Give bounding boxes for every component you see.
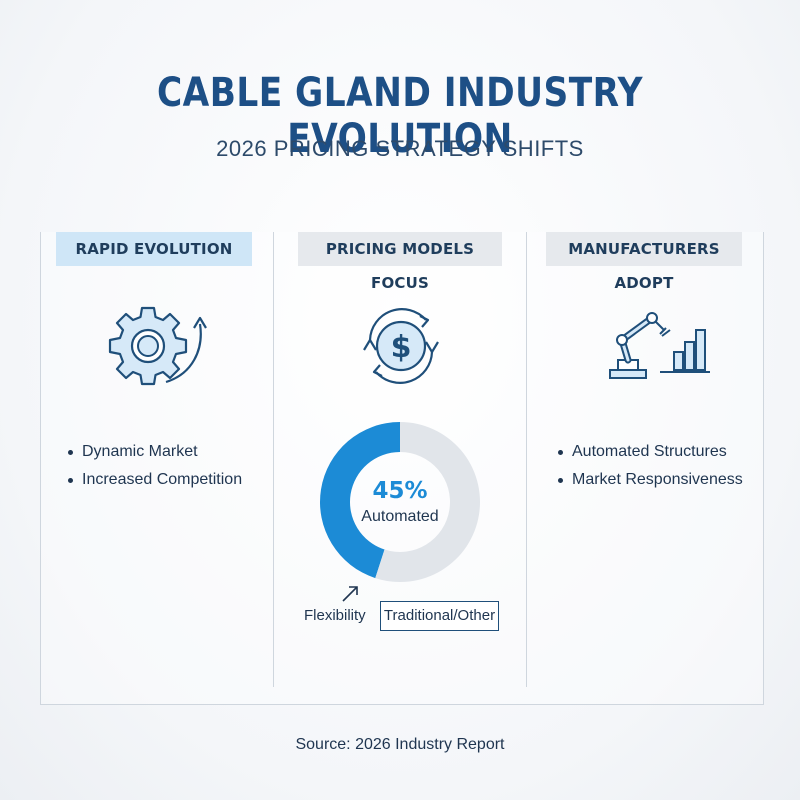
- dollar-cycle-icon: $: [356, 306, 446, 391]
- column-heading-pricing-models: PRICING MODELS FOCUS: [298, 232, 502, 292]
- donut-center-value: 45%: [372, 478, 428, 504]
- robot-arm-bar-chart-icon: [604, 304, 714, 389]
- list-item: Automated Structures: [556, 438, 743, 466]
- manufacturers-adopt-list: Automated Structures Market Responsivene…: [556, 438, 743, 494]
- annotation-arrow-icon: [340, 582, 362, 609]
- source-note: Source: 2026 Industry Report: [295, 736, 505, 753]
- list-item: Dynamic Market: [66, 438, 242, 466]
- annotation-traditional-other: Traditional/Other: [380, 601, 499, 631]
- page-subtitle: 2026 PRICING STRATEGY SHIFTS: [216, 136, 584, 161]
- column-heading-rapid-evolution: RAPID EVOLUTION: [56, 232, 252, 266]
- annotation-flexibility: Flexibility: [304, 607, 366, 624]
- donut-center-label: Automated: [361, 508, 439, 525]
- gear-with-arrow-icon: [104, 302, 214, 397]
- column-divider-2: [526, 232, 527, 687]
- column-heading-manufacturers-adopt: MANUFACTURERS ADOPT: [546, 232, 742, 292]
- list-item: Increased Competition: [66, 466, 242, 494]
- donut-slice-automated: [320, 422, 400, 579]
- rapid-evolution-list: Dynamic Market Increased Competition: [66, 438, 242, 494]
- donut-slice-traditional-other: [375, 422, 481, 582]
- column-divider-1: [273, 232, 274, 687]
- donut-chart: [318, 420, 482, 584]
- svg-text:$: $: [391, 330, 412, 365]
- page-title: CABLE GLAND INDUSTRY EVOLUTION: [156, 70, 644, 162]
- list-item: Market Responsiveness: [556, 466, 743, 494]
